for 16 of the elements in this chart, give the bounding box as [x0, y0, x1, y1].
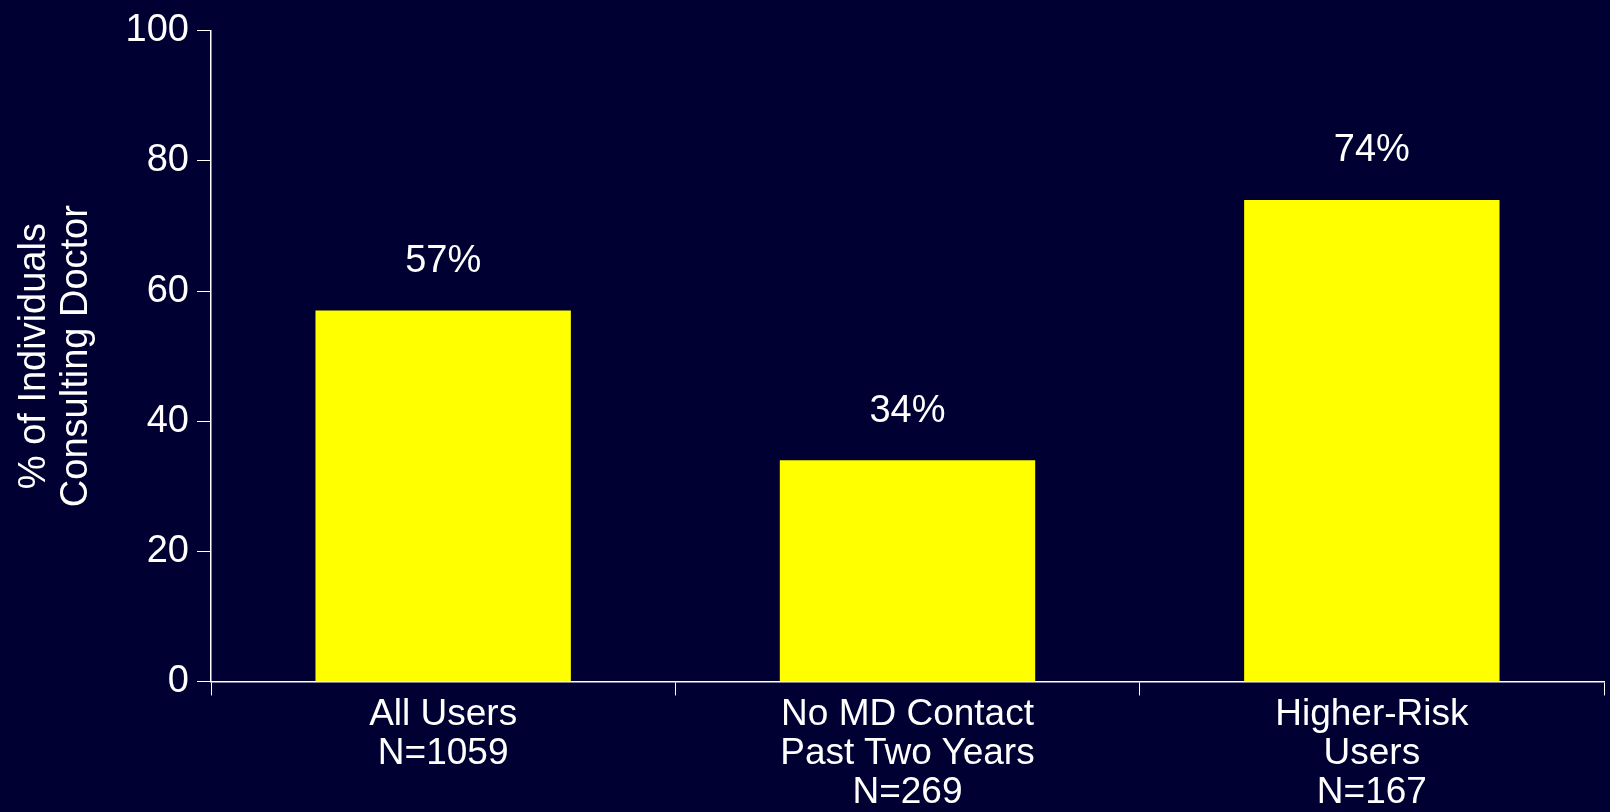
y-tick-label: 20 [146, 527, 189, 570]
y-tick-label: 40 [146, 397, 189, 440]
bar [315, 310, 571, 681]
bar [779, 460, 1036, 681]
y-tick-label: 100 [125, 7, 189, 50]
y-tick-label: 0 [167, 657, 189, 700]
x-tick-label: No MD Contact Past Two Years N=269 [780, 692, 1035, 811]
x-tick-label: All Users N=1059 [369, 692, 518, 772]
data-label: 34% [869, 387, 946, 430]
y-tick-label: 80 [146, 137, 189, 180]
data-label: 57% [405, 238, 482, 281]
x-tick-label: Higher-Risk Users N=167 [1275, 692, 1469, 811]
y-tick-label: 60 [146, 267, 189, 310]
bar [1244, 199, 1500, 681]
y-axis-title: % of Individuals Consulting Doctor [11, 204, 96, 508]
data-label: 74% [1333, 127, 1410, 170]
